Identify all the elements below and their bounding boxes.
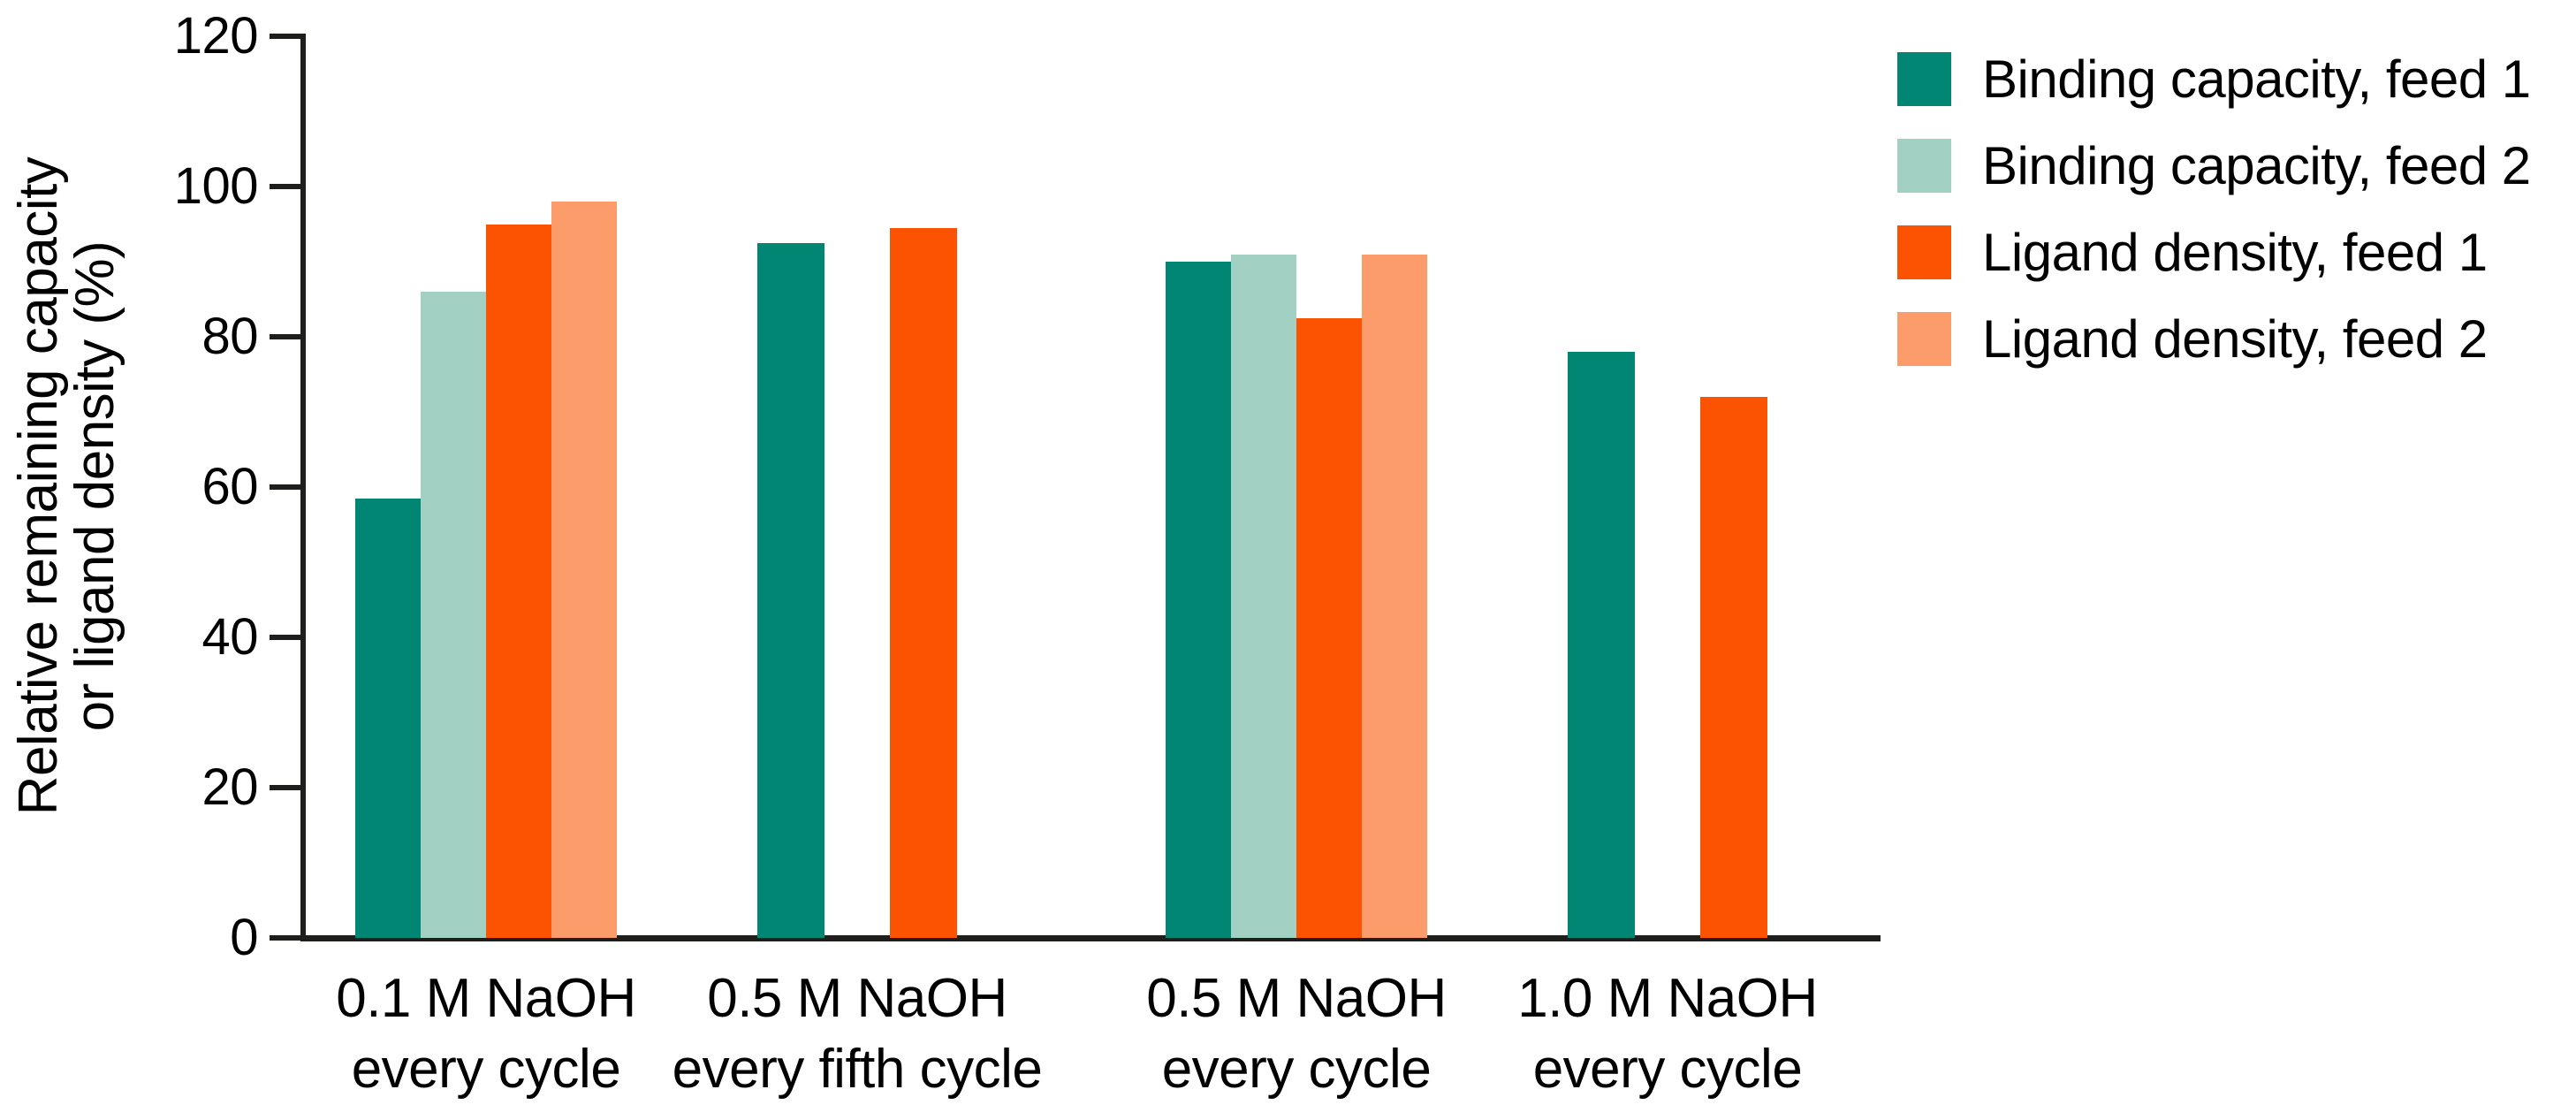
- bar-ligand-density-feed-2-category-3: [1362, 254, 1427, 938]
- legend-swatch-icon: [1897, 312, 1951, 366]
- x-category-label: 0.1 M NaOH every cycle: [256, 964, 716, 1105]
- legend-label: Ligand density, feed 2: [1982, 309, 2488, 369]
- y-axis-tick: [270, 484, 300, 490]
- bar-binding-capacity-feed-1-category-3: [1166, 262, 1231, 938]
- y-tick-label: 120: [173, 7, 259, 65]
- x-category-label-line1: 0.5 M NaOH: [707, 968, 1007, 1029]
- y-axis-tick: [270, 785, 300, 790]
- bar-binding-capacity-feed-2-category-3: [1231, 254, 1296, 938]
- legend-label: Ligand density, feed 1: [1982, 223, 2488, 282]
- x-category-label: 0.5 M NaOH every cycle: [1067, 964, 1526, 1105]
- legend-item: Binding capacity, feed 2: [1897, 139, 2531, 193]
- legend-item: Ligand density, feed 2: [1897, 312, 2488, 366]
- legend-item: Ligand density, feed 1: [1897, 225, 2488, 279]
- bar-binding-capacity-feed-2-category-1: [421, 292, 486, 938]
- x-category-label: 1.0 M NaOH every cycle: [1438, 964, 1897, 1105]
- y-tick-label: 100: [173, 157, 259, 215]
- y-axis-tick: [270, 935, 300, 941]
- y-axis-tick: [270, 635, 300, 640]
- y-tick-label: 40: [201, 608, 258, 666]
- x-category-label: 0.5 M NaOH every fifth cycle: [627, 964, 1087, 1105]
- x-category-label-line2: every cycle: [351, 1039, 621, 1100]
- x-category-label-line1: 0.1 M NaOH: [336, 968, 636, 1029]
- legend-label: Binding capacity, feed 2: [1982, 136, 2531, 195]
- y-tick-label: 0: [230, 909, 258, 966]
- bar-ligand-density-feed-2-category-1: [551, 202, 617, 938]
- bar-ligand-density-feed-1-category-3: [1296, 317, 1362, 938]
- y-tick-label: 60: [201, 458, 258, 515]
- x-category-label-line2: every cycle: [1161, 1039, 1432, 1100]
- x-category-label-line2: every cycle: [1532, 1039, 1803, 1100]
- legend-swatch-icon: [1897, 52, 1951, 106]
- legend-label: Binding capacity, feed 1: [1982, 50, 2531, 109]
- y-tick-label: 20: [201, 758, 258, 816]
- x-category-label-line1: 0.5 M NaOH: [1146, 968, 1447, 1029]
- bar-binding-capacity-feed-1-category-4: [1568, 352, 1635, 938]
- x-category-label-line1: 1.0 M NaOH: [1517, 968, 1818, 1029]
- bar-binding-capacity-feed-1-category-1: [355, 498, 421, 938]
- legend-swatch-icon: [1897, 225, 1951, 279]
- bar-ligand-density-feed-1-category-1: [486, 224, 551, 938]
- x-axis-line: [300, 935, 1881, 941]
- y-axis-line: [300, 34, 306, 941]
- y-axis-tick: [270, 184, 300, 189]
- y-axis-tick: [270, 34, 300, 39]
- y-axis-tick: [270, 334, 300, 339]
- bar-ligand-density-feed-1-category-4: [1700, 397, 1767, 938]
- y-tick-label: 80: [201, 308, 258, 365]
- x-category-label-line2: every fifth cycle: [672, 1039, 1043, 1100]
- legend-swatch-icon: [1897, 139, 1951, 193]
- bar-binding-capacity-feed-1-category-2: [757, 242, 824, 938]
- bar-ligand-density-feed-1-category-2: [890, 227, 957, 938]
- legend-item: Binding capacity, feed 1: [1897, 52, 2531, 106]
